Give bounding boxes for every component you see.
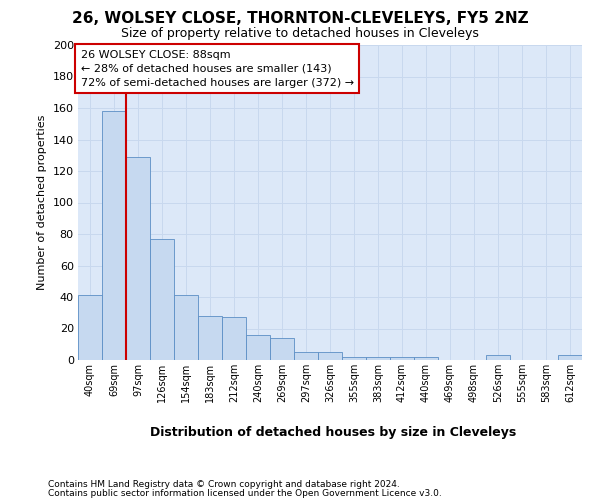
Text: Size of property relative to detached houses in Cleveleys: Size of property relative to detached ho… — [121, 28, 479, 40]
Bar — [558, 356, 582, 360]
Text: Contains HM Land Registry data © Crown copyright and database right 2024.: Contains HM Land Registry data © Crown c… — [48, 480, 400, 489]
Bar — [102, 111, 126, 360]
Bar — [126, 157, 150, 360]
Bar — [414, 357, 438, 360]
Text: 26 WOLSEY CLOSE: 88sqm
← 28% of detached houses are smaller (143)
72% of semi-de: 26 WOLSEY CLOSE: 88sqm ← 28% of detached… — [80, 50, 353, 88]
Text: Contains public sector information licensed under the Open Government Licence v3: Contains public sector information licen… — [48, 488, 442, 498]
Bar — [78, 296, 102, 360]
Bar — [294, 352, 318, 360]
Bar — [390, 357, 414, 360]
Text: Distribution of detached houses by size in Cleveleys: Distribution of detached houses by size … — [150, 426, 516, 439]
Y-axis label: Number of detached properties: Number of detached properties — [37, 115, 47, 290]
Bar — [270, 338, 294, 360]
Bar — [342, 357, 366, 360]
Bar — [222, 318, 246, 360]
Bar — [174, 296, 198, 360]
Bar — [486, 356, 510, 360]
Bar — [366, 357, 390, 360]
Bar — [318, 352, 342, 360]
Bar — [150, 238, 174, 360]
Bar — [246, 335, 270, 360]
Bar — [198, 316, 222, 360]
Text: 26, WOLSEY CLOSE, THORNTON-CLEVELEYS, FY5 2NZ: 26, WOLSEY CLOSE, THORNTON-CLEVELEYS, FY… — [71, 11, 529, 26]
